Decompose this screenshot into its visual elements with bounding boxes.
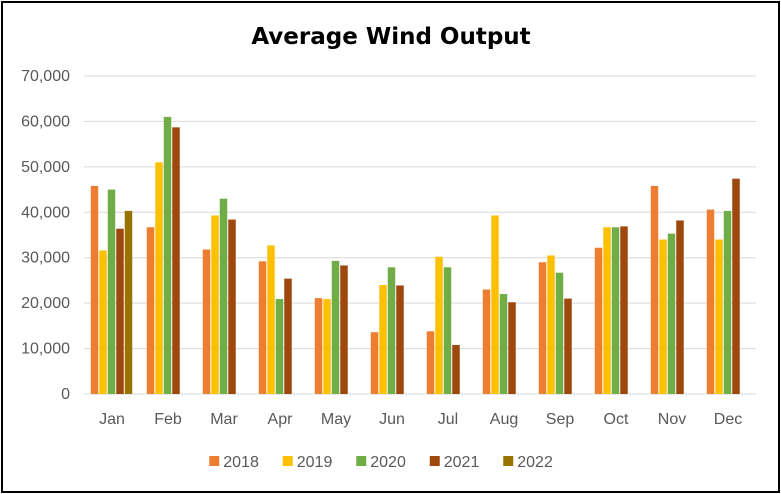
x-tick-label: Dec (714, 411, 742, 428)
bar-2021-nov (676, 220, 684, 394)
bar-2019-apr (267, 245, 275, 394)
bar-2020-dec (723, 210, 732, 394)
bar-2020-jun (387, 267, 396, 394)
y-tick-label: 50,000 (21, 159, 70, 176)
bar-2020-jul (443, 267, 452, 394)
x-axis-ticks: Jan Feb Mar Apr May Jun Jul Aug Sep Oct Nov Dec (99, 411, 742, 428)
bar-2022-jan (124, 210, 133, 394)
bar-2019-feb (155, 162, 163, 394)
legend-label: 2019 (297, 454, 333, 471)
x-tick-label: May (321, 411, 351, 428)
x-tick-label: Mar (210, 411, 238, 428)
x-tick-label: Apr (268, 411, 294, 428)
x-tick-label: Feb (154, 411, 182, 428)
bar-2018-feb (146, 227, 155, 394)
chart-title: Average Wind Output (251, 24, 530, 50)
bar-2021-oct (620, 226, 628, 394)
bar-2019-jun (379, 284, 387, 394)
legend-swatch-2019 (282, 456, 293, 466)
bar-2021-jun (396, 285, 404, 394)
bar-2021-feb (172, 127, 180, 394)
y-tick-label: 30,000 (21, 250, 70, 267)
bar-2020-sep (555, 272, 564, 394)
bar-2020-apr (275, 299, 284, 394)
x-tick-label: Jan (99, 411, 125, 428)
legend-label: 2020 (370, 454, 406, 471)
bars (90, 116, 740, 394)
bar-2018-jan (90, 185, 99, 394)
bar-2018-sep (538, 262, 547, 394)
legend-label: 2021 (444, 454, 480, 471)
bar-2018-jun (370, 332, 379, 394)
y-tick-label: 40,000 (21, 204, 70, 221)
bar-2018-nov (650, 185, 659, 394)
bar-2019-aug (491, 215, 499, 394)
bar-2019-mar (211, 215, 219, 394)
bar-2020-feb (163, 116, 172, 394)
y-tick-label: 20,000 (21, 295, 70, 312)
bar-2021-aug (508, 302, 516, 394)
y-axis-ticks: 0 10,000 20,000 30,000 40,000 50,000 60,000 70,… (21, 68, 70, 403)
bar-2021-sep (564, 298, 572, 394)
legend-swatch-2021 (429, 456, 440, 466)
y-tick-label: 0 (61, 386, 70, 403)
x-tick-label: Jun (379, 411, 405, 428)
bar-2020-oct (611, 227, 620, 394)
x-tick-label: Nov (658, 411, 686, 428)
bar-2018-may (314, 298, 323, 394)
bar-2018-apr (258, 261, 267, 394)
bar-2019-oct (603, 227, 611, 394)
bar-2021-jan (116, 228, 124, 394)
bar-2021-dec (732, 178, 740, 394)
x-tick-label: Jul (438, 411, 458, 428)
bar-2020-nov (667, 233, 676, 394)
legend-swatch-2022 (503, 456, 514, 466)
x-tick-label: Aug (490, 411, 518, 428)
bar-2019-dec (715, 239, 723, 394)
legend-swatch-2020 (356, 456, 367, 466)
bar-2018-oct (594, 247, 603, 394)
bar-2019-nov (659, 239, 667, 394)
legend-label: 2022 (517, 454, 553, 471)
bar-2021-may (340, 265, 348, 394)
bar-2020-aug (499, 294, 508, 394)
bar-2018-mar (202, 249, 211, 394)
y-tick-label: 60,000 (21, 113, 70, 130)
legend: 2018 2019 2020 2021 2022 (209, 454, 553, 471)
bar-2021-jul (452, 344, 460, 394)
x-tick-label: Oct (604, 411, 629, 428)
bar-2018-aug (482, 289, 491, 394)
x-tick-label: Sep (546, 411, 575, 428)
bar-2019-jul (435, 256, 443, 394)
y-tick-label: 10,000 (21, 341, 70, 358)
legend-label: 2018 (223, 454, 259, 471)
bar-2019-may (323, 299, 331, 394)
bar-2020-jan (107, 189, 116, 394)
bar-2018-dec (706, 209, 715, 394)
bar-2021-mar (228, 219, 236, 394)
legend-swatch-2018 (209, 456, 220, 466)
bar-2021-apr (284, 278, 292, 394)
gridlines (84, 75, 756, 395)
bar-2019-sep (547, 255, 555, 394)
y-tick-label: 70,000 (21, 68, 70, 85)
bar-2018-jul (426, 331, 435, 394)
bar-2020-may (331, 260, 340, 394)
bar-2019-jan (99, 250, 107, 394)
bar-2020-mar (219, 198, 228, 394)
